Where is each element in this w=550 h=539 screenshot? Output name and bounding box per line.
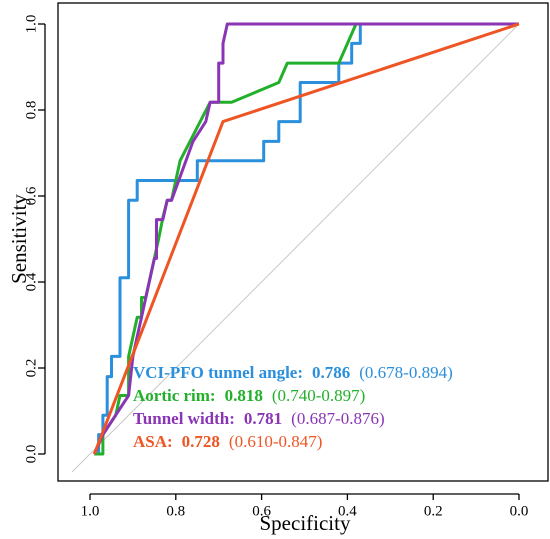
legend-ci: (0.678-0.894) <box>359 363 452 382</box>
x-tick-label: 0.2 <box>424 504 443 520</box>
x-tick-label: 0.6 <box>252 504 271 520</box>
legend: VCI-PFO tunnel angle: 0.786 (0.678-0.894… <box>133 363 453 451</box>
legend-entry-tunnel-width: Tunnel width: 0.781 (0.687-0.876) <box>133 409 385 428</box>
x-axis-title: Specificity <box>260 511 351 535</box>
y-tick-label: 0.2 <box>23 359 39 378</box>
y-axis-title: Sensitivity <box>7 194 31 284</box>
series-line-tunnel-width <box>92 22 519 455</box>
legend-ci: (0.610-0.847) <box>229 432 322 451</box>
legend-ci: (0.740-0.897) <box>272 386 365 405</box>
legend-auc: 0.818 <box>225 386 263 405</box>
legend-auc: 0.781 <box>244 409 282 428</box>
y-tick-label: 0.8 <box>23 101 39 120</box>
plot-frame <box>57 2 549 482</box>
x-tick-label: 1.0 <box>81 504 100 520</box>
legend-entry-vci-pfo-tunnel-angle: VCI-PFO tunnel angle: 0.786 (0.678-0.894… <box>133 363 453 382</box>
legend-name: VCI-PFO tunnel angle: <box>133 363 303 382</box>
x-tick-label: 0.8 <box>166 504 185 520</box>
y-tick-label: 0.6 <box>23 186 39 205</box>
legend-name: Tunnel width: <box>133 409 235 428</box>
legend-ci: (0.687-0.876) <box>291 409 384 428</box>
x-tick-label: 0.4 <box>338 504 357 520</box>
legend-auc: 0.786 <box>312 363 350 382</box>
y-tick-label: 1.0 <box>23 15 39 34</box>
legend-name: Aortic rim: <box>133 386 216 405</box>
y-tick-label: 0.0 <box>23 445 39 464</box>
legend-entry-asa: ASA: 0.728 (0.610-0.847) <box>133 432 322 451</box>
legend-name: ASA: <box>133 432 173 451</box>
series-line-aortic-rim <box>94 22 519 456</box>
legend-entry-aortic-rim: Aortic rim: 0.818 (0.740-0.897) <box>133 386 365 405</box>
x-axis-ticks: 1.0 0.8 0.6 0.4 0.2 0.0 <box>81 494 529 520</box>
y-axis-ticks: 0.0 0.2 0.4 0.6 0.8 1.0 <box>23 15 45 464</box>
y-tick-label: 0.4 <box>23 272 39 291</box>
x-tick-label: 0.0 <box>510 504 529 520</box>
series-group <box>92 22 520 456</box>
series-line-asa <box>92 22 520 455</box>
legend-auc: 0.728 <box>182 432 220 451</box>
series-line-vci-pfo-tunnel-angle <box>94 22 519 456</box>
reference-diagonal <box>71 23 520 473</box>
